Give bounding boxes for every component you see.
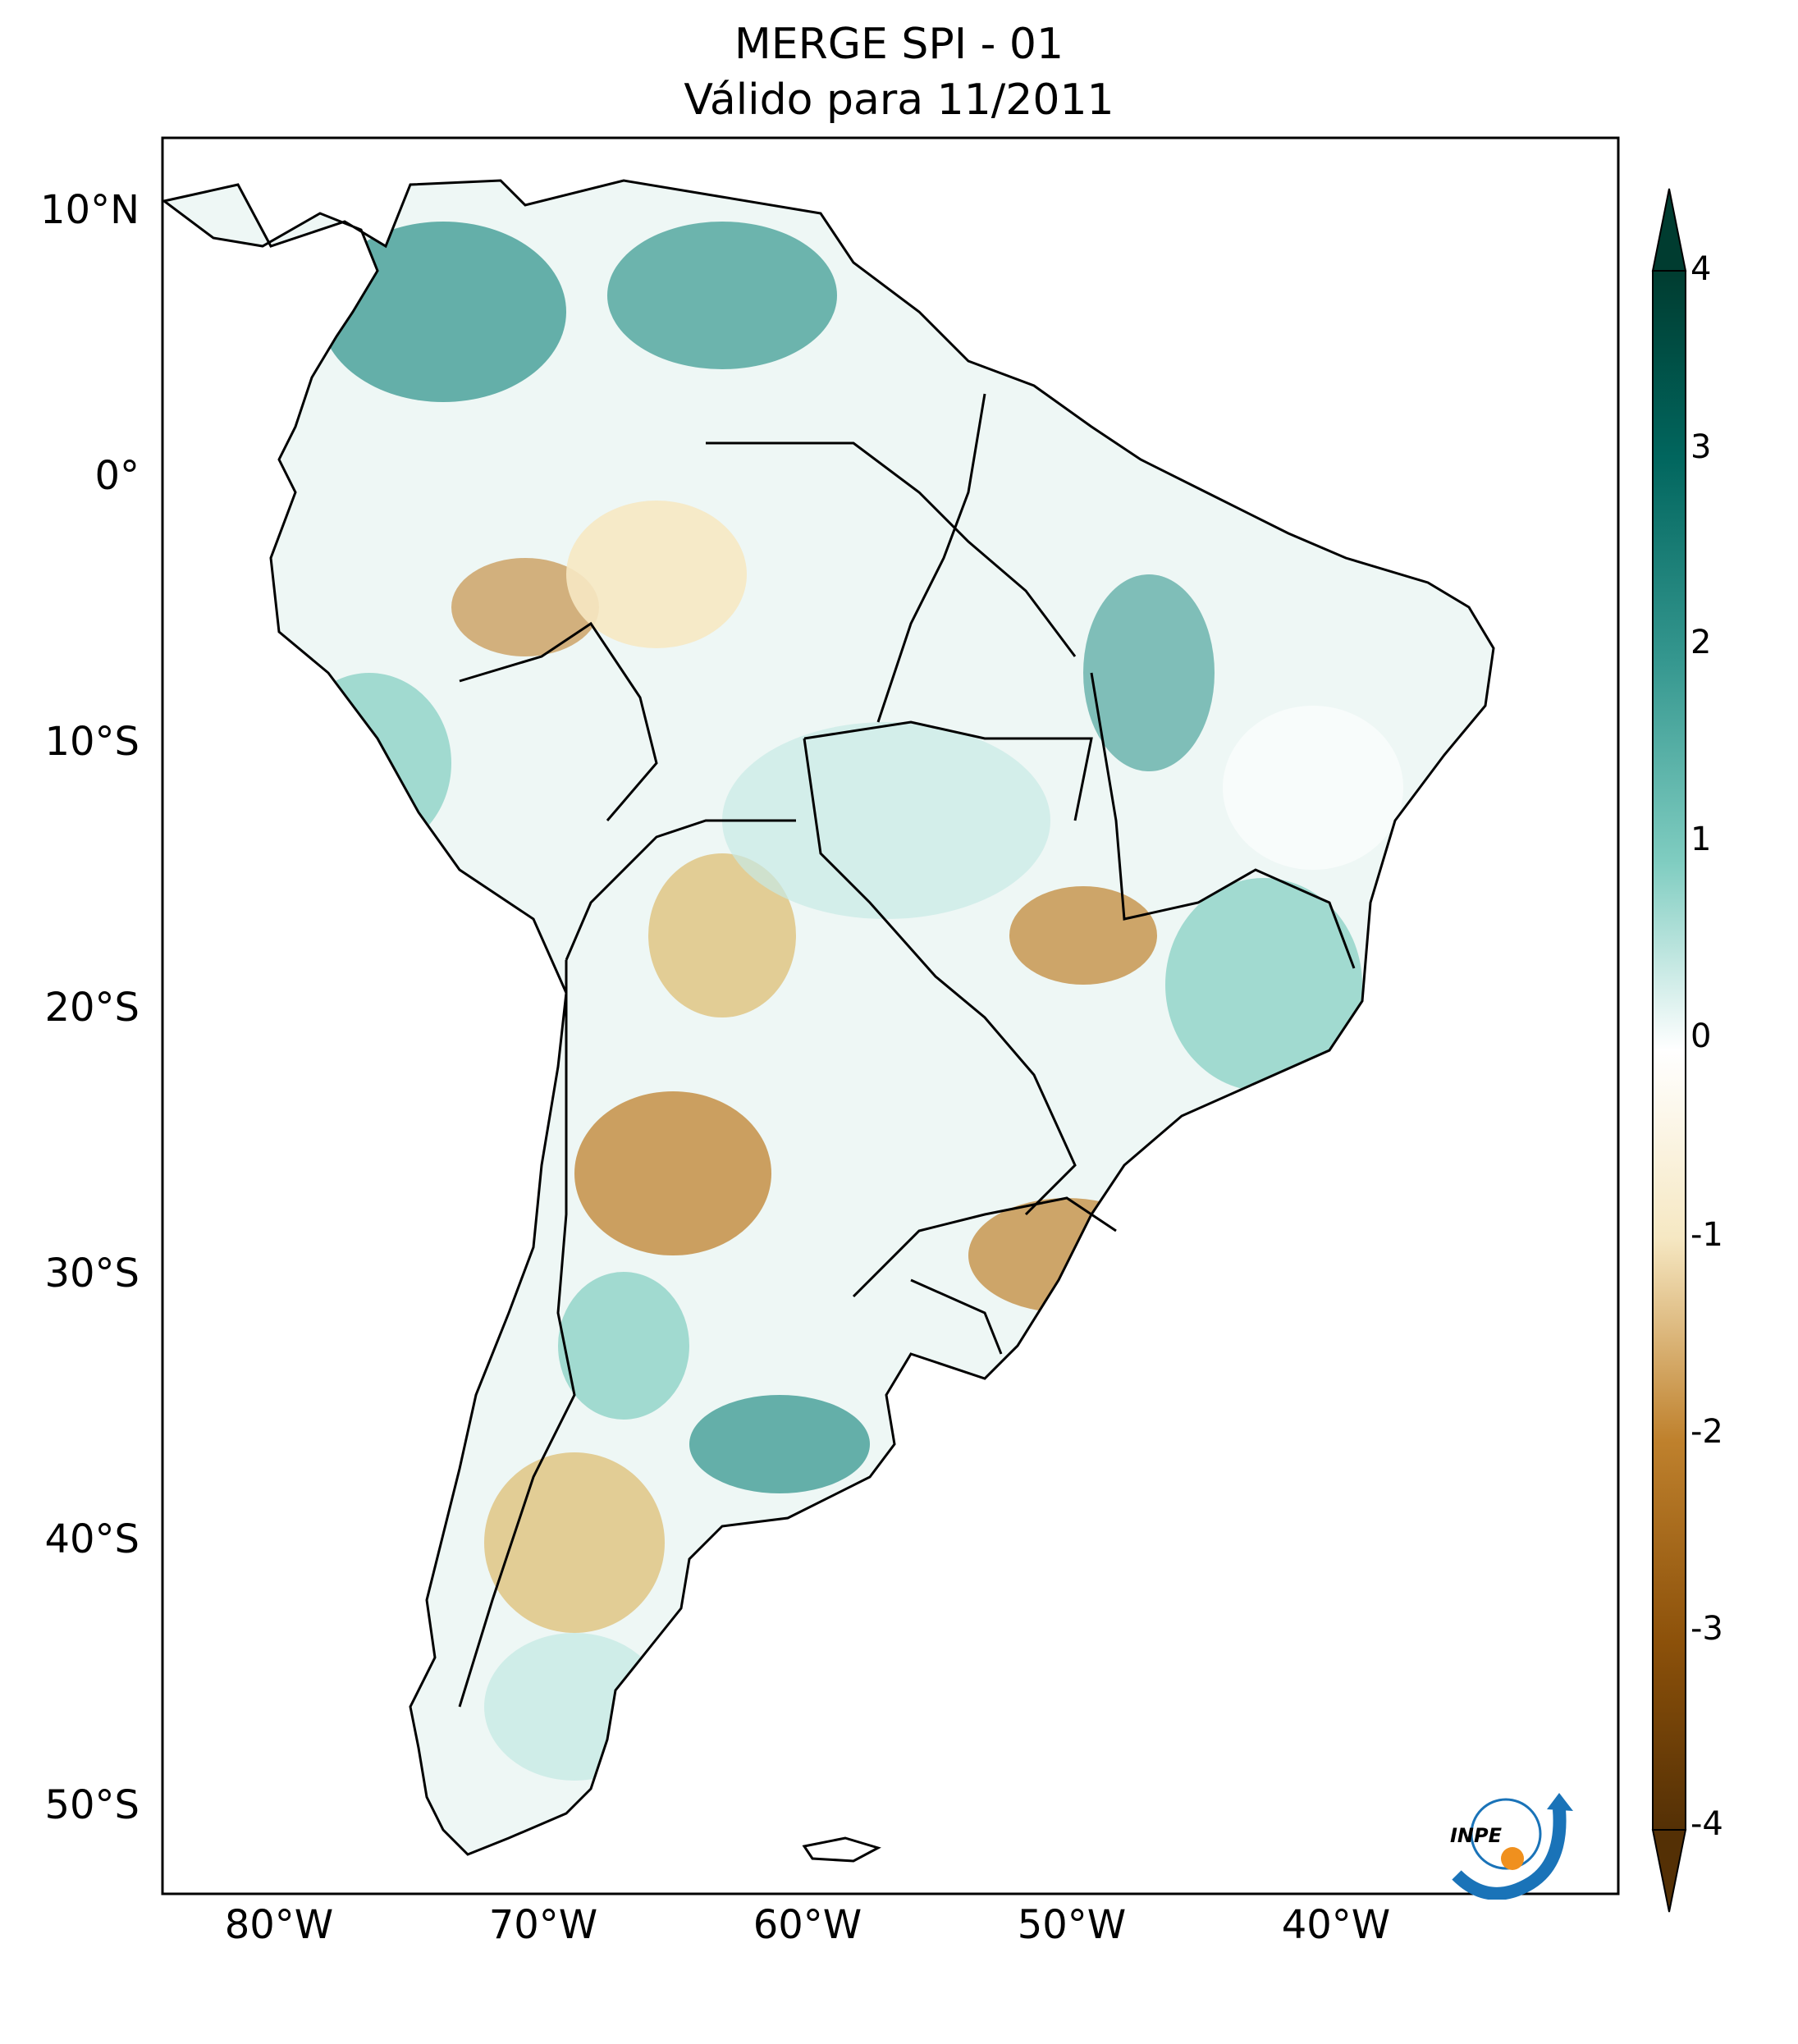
colorbar-tick-label: 2 xyxy=(1690,624,1712,661)
lat-tick-label: 10°N xyxy=(40,187,140,233)
lat-tick-label: 20°S xyxy=(44,985,140,1031)
lat-tick-label: 0° xyxy=(94,453,140,499)
svg-text:INPE: INPE xyxy=(1450,1824,1503,1847)
lat-tick-label: 50°S xyxy=(44,1782,140,1828)
lon-tick-label: 50°W xyxy=(1017,1902,1127,1948)
colorbar-tick-label: 3 xyxy=(1690,428,1712,466)
colorbar xyxy=(1651,188,1687,1913)
lat-tick-label: 30°S xyxy=(44,1251,140,1296)
map-subtitle: Válido para 11/2011 xyxy=(684,75,1114,125)
falkland-islands xyxy=(802,1836,881,1863)
colorbar-tick-label: 1 xyxy=(1690,821,1712,858)
colorbar-tick-label: -4 xyxy=(1690,1805,1723,1843)
coastline xyxy=(161,179,1495,1856)
inpe-logo: INPE xyxy=(1450,1793,1573,1900)
colorbar-tick-label: 4 xyxy=(1690,250,1712,288)
lon-tick-label: 60°W xyxy=(753,1902,862,1948)
lon-tick-label: 80°W xyxy=(224,1902,334,1948)
colorbar-tick-label: -3 xyxy=(1690,1610,1723,1648)
lat-tick-label: 10°S xyxy=(44,719,140,765)
lon-tick-label: 70°W xyxy=(488,1902,598,1948)
lat-tick-label: 40°S xyxy=(44,1516,140,1562)
lon-tick-label: 40°W xyxy=(1281,1902,1391,1948)
colorbar-tick-label: -2 xyxy=(1690,1413,1723,1451)
borders xyxy=(458,393,1356,1708)
map-title: MERGE SPI - 01 xyxy=(734,20,1064,69)
colorbar-tick-label: -1 xyxy=(1690,1216,1723,1254)
colorbar-tick-label: 0 xyxy=(1690,1017,1712,1055)
